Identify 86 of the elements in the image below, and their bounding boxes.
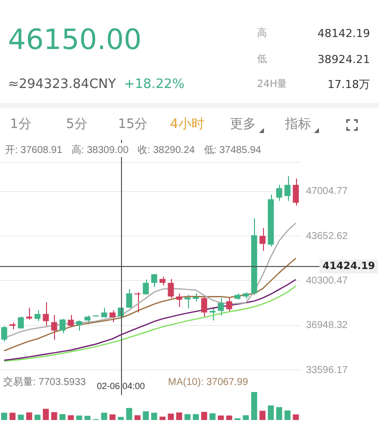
bar [276,407,282,420]
bar [184,414,190,420]
y-tick-label: 47004.77 [306,186,348,198]
bar [176,412,182,420]
y-tick-label: 43652.62 [306,230,348,242]
text: MA(10): 37067.99 [168,377,248,388]
text: 收: 38290.24 [138,144,195,157]
bar [118,416,124,420]
text: 指标 [285,117,311,132]
text: 24H量 [257,79,288,90]
candlestick [142,279,149,295]
bar [134,415,140,420]
bar [26,412,32,420]
bar [201,412,208,420]
bar [18,414,24,420]
candlestick [176,292,182,308]
y-tick-label: 36948.32 [306,320,348,332]
text: 高 [257,28,267,39]
candlestick [76,320,82,332]
bar [251,392,258,420]
ref-line-label: 41424.19 [322,261,376,272]
y-tick-label: 40300.47 [306,275,348,286]
bar [110,414,116,420]
candlestick [168,278,174,299]
text: 48142.19 [318,27,370,40]
bar [168,414,174,420]
candlestick [110,310,116,323]
bar [160,416,166,420]
candlestick [226,296,232,312]
candlestick [276,184,282,202]
text: 38924.21 [318,53,370,66]
text: 15分 [118,117,148,132]
text: 4小时 [170,117,204,132]
bar [292,414,299,420]
bar [10,412,16,420]
bar [60,414,66,420]
candlestick [101,307,108,318]
bar [42,408,49,420]
text: 交易量: 7703.5933 [3,377,86,388]
y-tick-label: 33596.17 [306,364,348,376]
candlestick [34,310,40,322]
candlestick [42,302,49,326]
text: 46150.00 [8,23,142,56]
bar [34,414,40,420]
text: 1分 [10,117,32,132]
text: 更多 [230,117,256,132]
text: 5分 [66,117,88,132]
bar [84,416,90,420]
candlestick [218,298,224,316]
bar [226,416,232,420]
bar [284,410,290,420]
bar [210,413,216,420]
bar [242,415,249,420]
bar [260,410,266,420]
text: 高: 38309.00 [71,144,129,157]
candlestick [126,288,132,309]
text: 17.18万 [328,78,370,91]
candlestick [292,178,299,206]
text: +18.22% [124,77,184,92]
candlestick [151,274,158,288]
bar [142,411,149,420]
candlestick [134,292,140,313]
candlestick [210,307,216,321]
candlestick [1,326,8,342]
candlestick [260,227,266,252]
x-tick-label: 02-06 04:00 [96,381,145,392]
text: 低: 37485.94 [204,144,262,157]
candlestick [201,296,208,318]
bar [101,412,108,420]
bar [51,412,58,420]
candlestick [60,318,66,334]
text: 低 [257,54,267,65]
bar [151,412,158,420]
bar [218,416,224,420]
bar [126,408,132,420]
candlestick [26,307,32,320]
bar [268,405,274,420]
candlestick [51,314,58,340]
candlestick [284,176,290,202]
bar [68,415,74,420]
text: 开: 37608.91 [5,144,62,157]
text: ≈294323.84CNY [8,77,116,92]
bar [192,414,199,420]
candlestick [184,294,190,309]
bar [1,412,8,420]
bar [76,416,82,420]
